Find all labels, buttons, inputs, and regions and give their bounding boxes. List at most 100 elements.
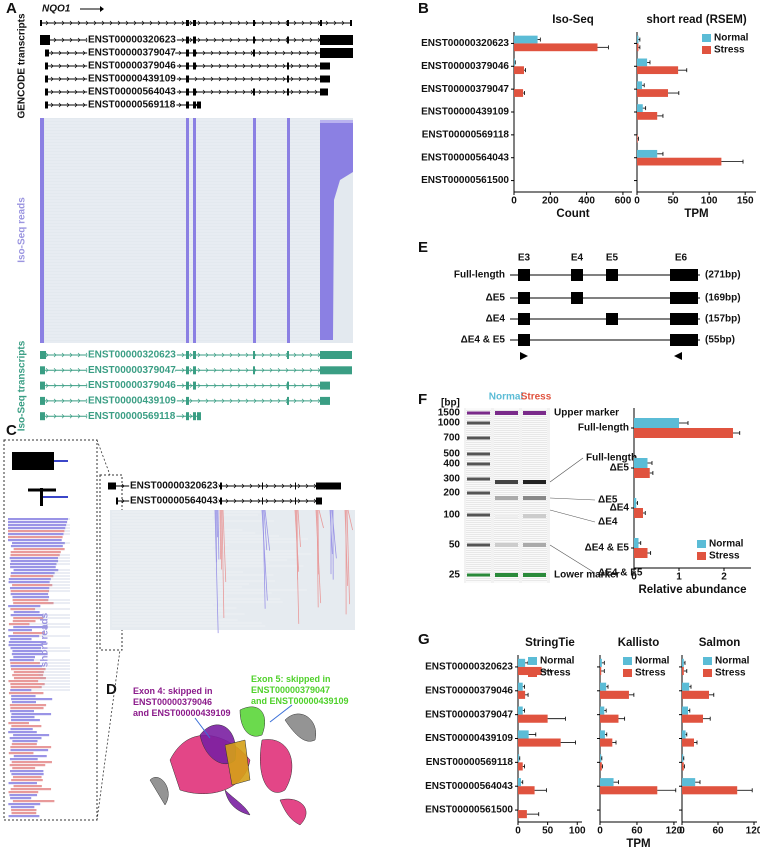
strand-tick [121,498,125,504]
exon [320,20,322,26]
error-bar [606,684,609,689]
strand-tick [197,368,201,373]
strand-tick [213,368,217,373]
strand-tick [101,20,105,26]
strand-tick [305,498,309,504]
pointer [194,717,211,739]
strand-tick [69,398,73,404]
strand-tick [290,50,294,56]
strand-tick [306,76,310,82]
bar [518,730,529,739]
strand-tick [93,37,97,43]
strand-tick [45,368,49,373]
strand-tick [245,383,249,388]
read [8,629,32,632]
strand-tick [53,352,57,358]
exon [193,366,196,375]
strand-tick [130,76,134,82]
x-tick-label: 2 [721,572,727,583]
strand-tick [178,102,182,108]
gel-bg [494,486,519,487]
read-exon [40,118,44,343]
strand-tick [106,63,110,69]
panel-label: A [6,0,17,17]
gel-bg [494,462,519,463]
gel-bg [494,568,519,569]
strand-tick [285,368,289,373]
strand-tick [258,89,262,95]
strand-tick [133,413,137,419]
strand-tick [237,20,241,26]
y-tick-label: ENST00000569118 [422,129,510,140]
strand-tick [178,89,182,95]
gel-band [523,496,546,500]
ladder-label: 50 [449,540,461,551]
read [11,719,40,722]
gel-bg [466,538,491,539]
x-tick-label: 0 [679,826,685,837]
strand-tick [109,413,113,419]
strand-tick [290,89,294,95]
strand-tick [293,383,297,388]
strand-tick [93,368,97,373]
gel-band [523,573,546,577]
bar [518,762,523,771]
exon [253,351,255,359]
read [10,707,44,710]
strand-tick [266,63,270,69]
exon [670,292,698,304]
gel-bg [494,520,519,521]
gel-bg [522,520,547,521]
exon [40,20,42,26]
read-exon [193,118,196,343]
bar [682,730,686,739]
exon [12,452,54,470]
strand-tick [50,50,54,56]
gel-bg [494,500,519,501]
read-exon [186,118,189,343]
legend-swatch [697,552,706,560]
gel-bg [466,448,491,449]
strand-tick [185,483,189,489]
strand-tick [125,368,129,373]
x-tick-label: 0 [597,826,603,837]
protein-ribbon [279,798,307,826]
strand-tick [149,352,153,358]
x-axis-title: Relative abundance [638,584,746,596]
strand-tick [141,20,145,26]
gel-bg [494,416,519,417]
gel-bg [522,460,547,461]
read [10,554,60,557]
strand-tick [141,352,145,358]
bar [600,762,602,771]
gel-bg [466,502,491,503]
x-tick-label: 600 [615,196,632,207]
bar [637,104,643,112]
strand-tick [141,413,145,419]
gel-bg [522,470,547,471]
strand-tick [181,20,185,26]
read [10,770,44,773]
gel-bg [522,536,547,537]
strand-tick [133,368,137,373]
strand-tick [314,50,318,56]
gel-bg [494,470,519,471]
exon [186,36,189,44]
strand-tick [122,89,126,95]
exon [320,351,352,359]
strand-tick [157,413,161,419]
strand-tick [146,63,150,69]
error-bar [683,756,685,761]
strand-tick [170,76,174,82]
error-bar [737,788,753,793]
gel-bg [522,484,547,485]
gel-bg [466,570,491,571]
ladder-band [467,513,490,517]
strand-tick [66,50,70,56]
strand-tick [170,50,174,56]
strand-tick [177,483,181,489]
strand-tick [258,63,262,69]
error-bar [601,668,605,673]
x-axis-title: TPM [684,208,708,220]
strand-tick [261,383,265,388]
